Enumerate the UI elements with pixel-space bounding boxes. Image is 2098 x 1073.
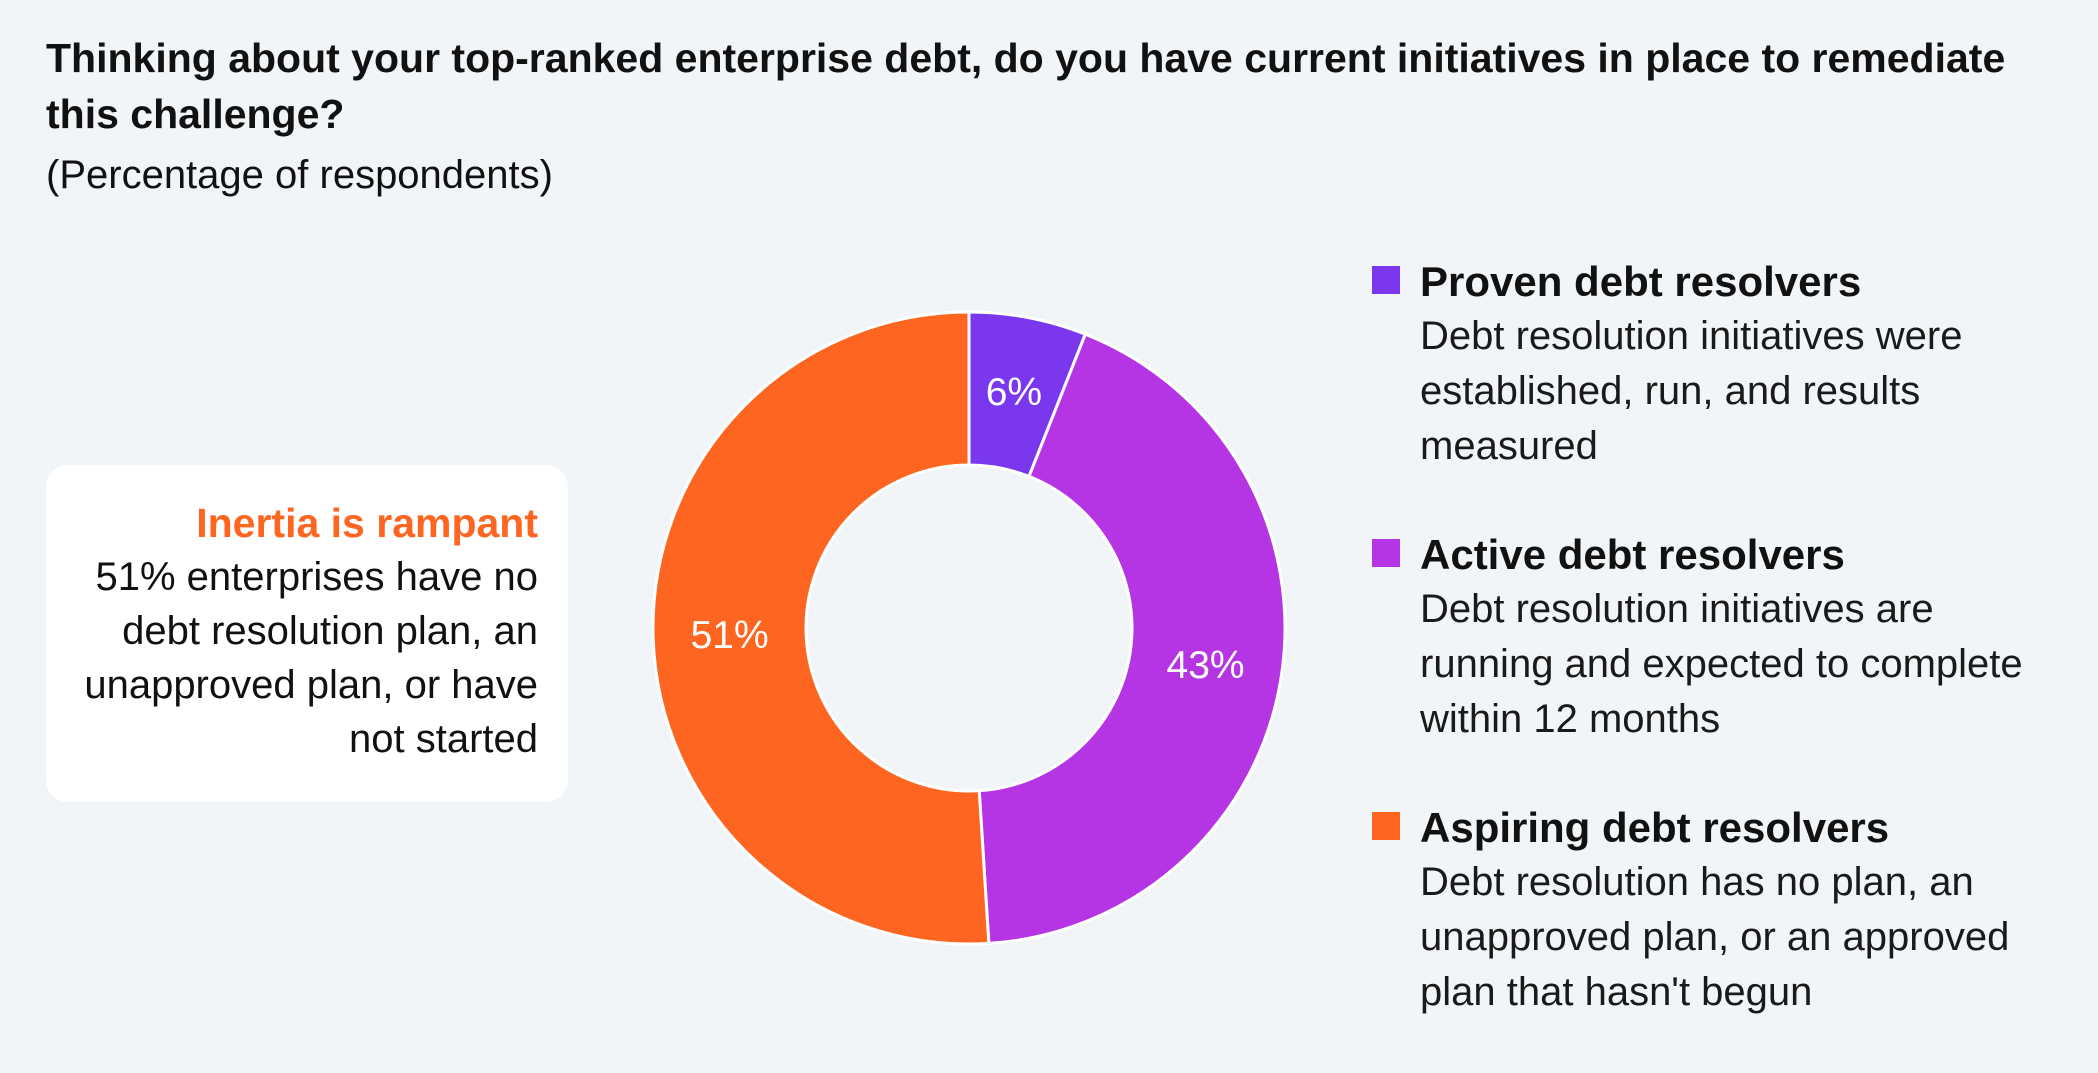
legend-desc-proven: Debt resolution initiatives were establi… (1420, 314, 1963, 468)
legend-title-active: Active debt resolvers (1420, 531, 1845, 578)
donut-slice-active (977, 332, 1287, 945)
slice-label-active: 43% (1167, 644, 1245, 687)
legend-title-aspiring: Aspiring debt resolvers (1420, 804, 1890, 851)
legend-item-proven: Proven debt resolvers Debt resolution in… (1372, 254, 2072, 474)
donut-slice-aspiring (651, 310, 991, 946)
callout-body: 51% enterprises have no debt resolution … (84, 555, 538, 761)
chart-title: Thinking about your top-ranked enterpris… (46, 35, 2006, 137)
callout-heading: Inertia is rampant (196, 500, 538, 546)
legend-swatch-aspiring (1372, 812, 1400, 840)
legend-swatch-active (1372, 539, 1400, 567)
legend-desc-active: Debt resolution initiatives are running … (1420, 587, 2023, 741)
callout-box: Inertia is rampant 51% enterprises have … (46, 465, 568, 802)
legend-swatch-proven (1372, 266, 1400, 294)
chart-subtitle: (Percentage of respondents) (46, 153, 553, 197)
legend-item-aspiring: Aspiring debt resolvers Debt resolution … (1372, 800, 2072, 1020)
legend: Proven debt resolvers Debt resolution in… (1372, 254, 2072, 1073)
legend-desc-aspiring: Debt resolution has no plan, an unapprov… (1420, 860, 2010, 1014)
slice-label-aspiring: 51% (691, 614, 769, 657)
legend-title-proven: Proven debt resolvers (1420, 258, 1862, 305)
slice-label-proven: 6% (986, 371, 1042, 414)
legend-item-active: Active debt resolvers Debt resolution in… (1372, 527, 2072, 747)
